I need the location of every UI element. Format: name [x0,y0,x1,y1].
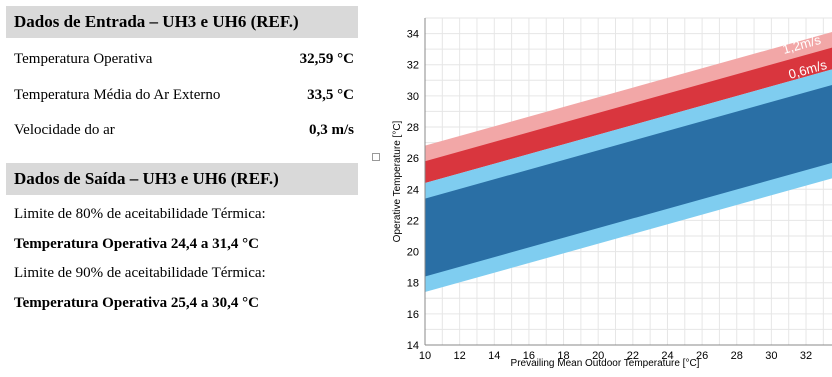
data-panel: Dados de Entrada – UH3 e UH6 (REF.) Temp… [0,0,362,372]
x-tick-label: 16 [523,350,535,362]
input-row-air-speed: Velocidade do ar 0,3 m/s [14,119,354,141]
x-tick-label: 14 [488,350,500,362]
x-axis-title: Prevailing Mean Outdoor Temperature [°C] [511,358,700,369]
band-1 [425,47,832,184]
y-tick-label: 24 [407,184,419,196]
x-tick-label: 12 [454,350,466,362]
output-section-title: Dados de Saída – UH3 e UH6 (REF.) [6,163,358,195]
x-tick-label: 30 [765,350,777,362]
input-label: Temperatura Operativa [14,51,153,67]
x-tick-label: 28 [731,350,743,362]
output-line-80-range: Temperatura Operativa 24,4 a 31,4 °C [14,236,260,252]
y-tick-label: 26 [407,153,419,165]
axes [424,18,832,346]
x-tick-label: 32 [800,350,812,362]
input-label: Temperatura Média do Ar Externo [14,87,221,103]
comfort-chart-svg: 10 12 14 16 18 20 22 24 26 28 30 32 14 16 18 20 22 24 26 28… [392,17,832,369]
output-line-80-label: Limite de 80% de aceitabilidade Térmica: [14,206,266,222]
y-axis-title: Operative Temperature [°C] [392,120,403,242]
x-tick-label: 22 [627,350,639,362]
y-tick-label: 30 [407,91,419,103]
x-tick-label: 10 [419,350,431,362]
input-value: 0,3 m/s [309,122,354,138]
band-3 [425,84,832,277]
y-tick-label: 20 [407,247,419,259]
y-tick-label: 18 [407,278,419,290]
input-label: Velocidade do ar [14,122,115,138]
y-tick-label: 34 [407,29,419,41]
resize-handle[interactable] [372,153,380,161]
output-line-90-range: Temperatura Operativa 25,4 a 30,4 °C [14,295,260,311]
y-tick-label: 28 [407,122,419,134]
input-row-outdoor-temp: Temperatura Média do Ar Externo 33,5 °C [14,84,354,106]
x-tick-label: 20 [592,350,604,362]
input-row-operative-temp: Temperatura Operativa 32,59 °C [14,48,354,70]
output-line-90-label: Limite de 90% de aceitabilidade Térmica: [14,265,266,281]
y-tick-label: 16 [407,309,419,321]
y-tick-label: 14 [407,340,419,352]
x-tick-label: 18 [557,350,569,362]
x-tick-label: 24 [661,350,673,362]
input-section-title: Dados de Entrada – UH3 e UH6 (REF.) [6,6,358,38]
x-tick-label: 26 [696,350,708,362]
y-tick-label: 32 [407,60,419,72]
input-value: 33,5 °C [307,87,354,103]
input-value: 32,59 °C [299,51,354,67]
comfort-chart: 10 12 14 16 18 20 22 24 26 28 30 32 14 16 18 20 22 24 26 28… [380,0,832,372]
comfort-bands [425,32,832,293]
y-tick-label: 22 [407,215,419,227]
